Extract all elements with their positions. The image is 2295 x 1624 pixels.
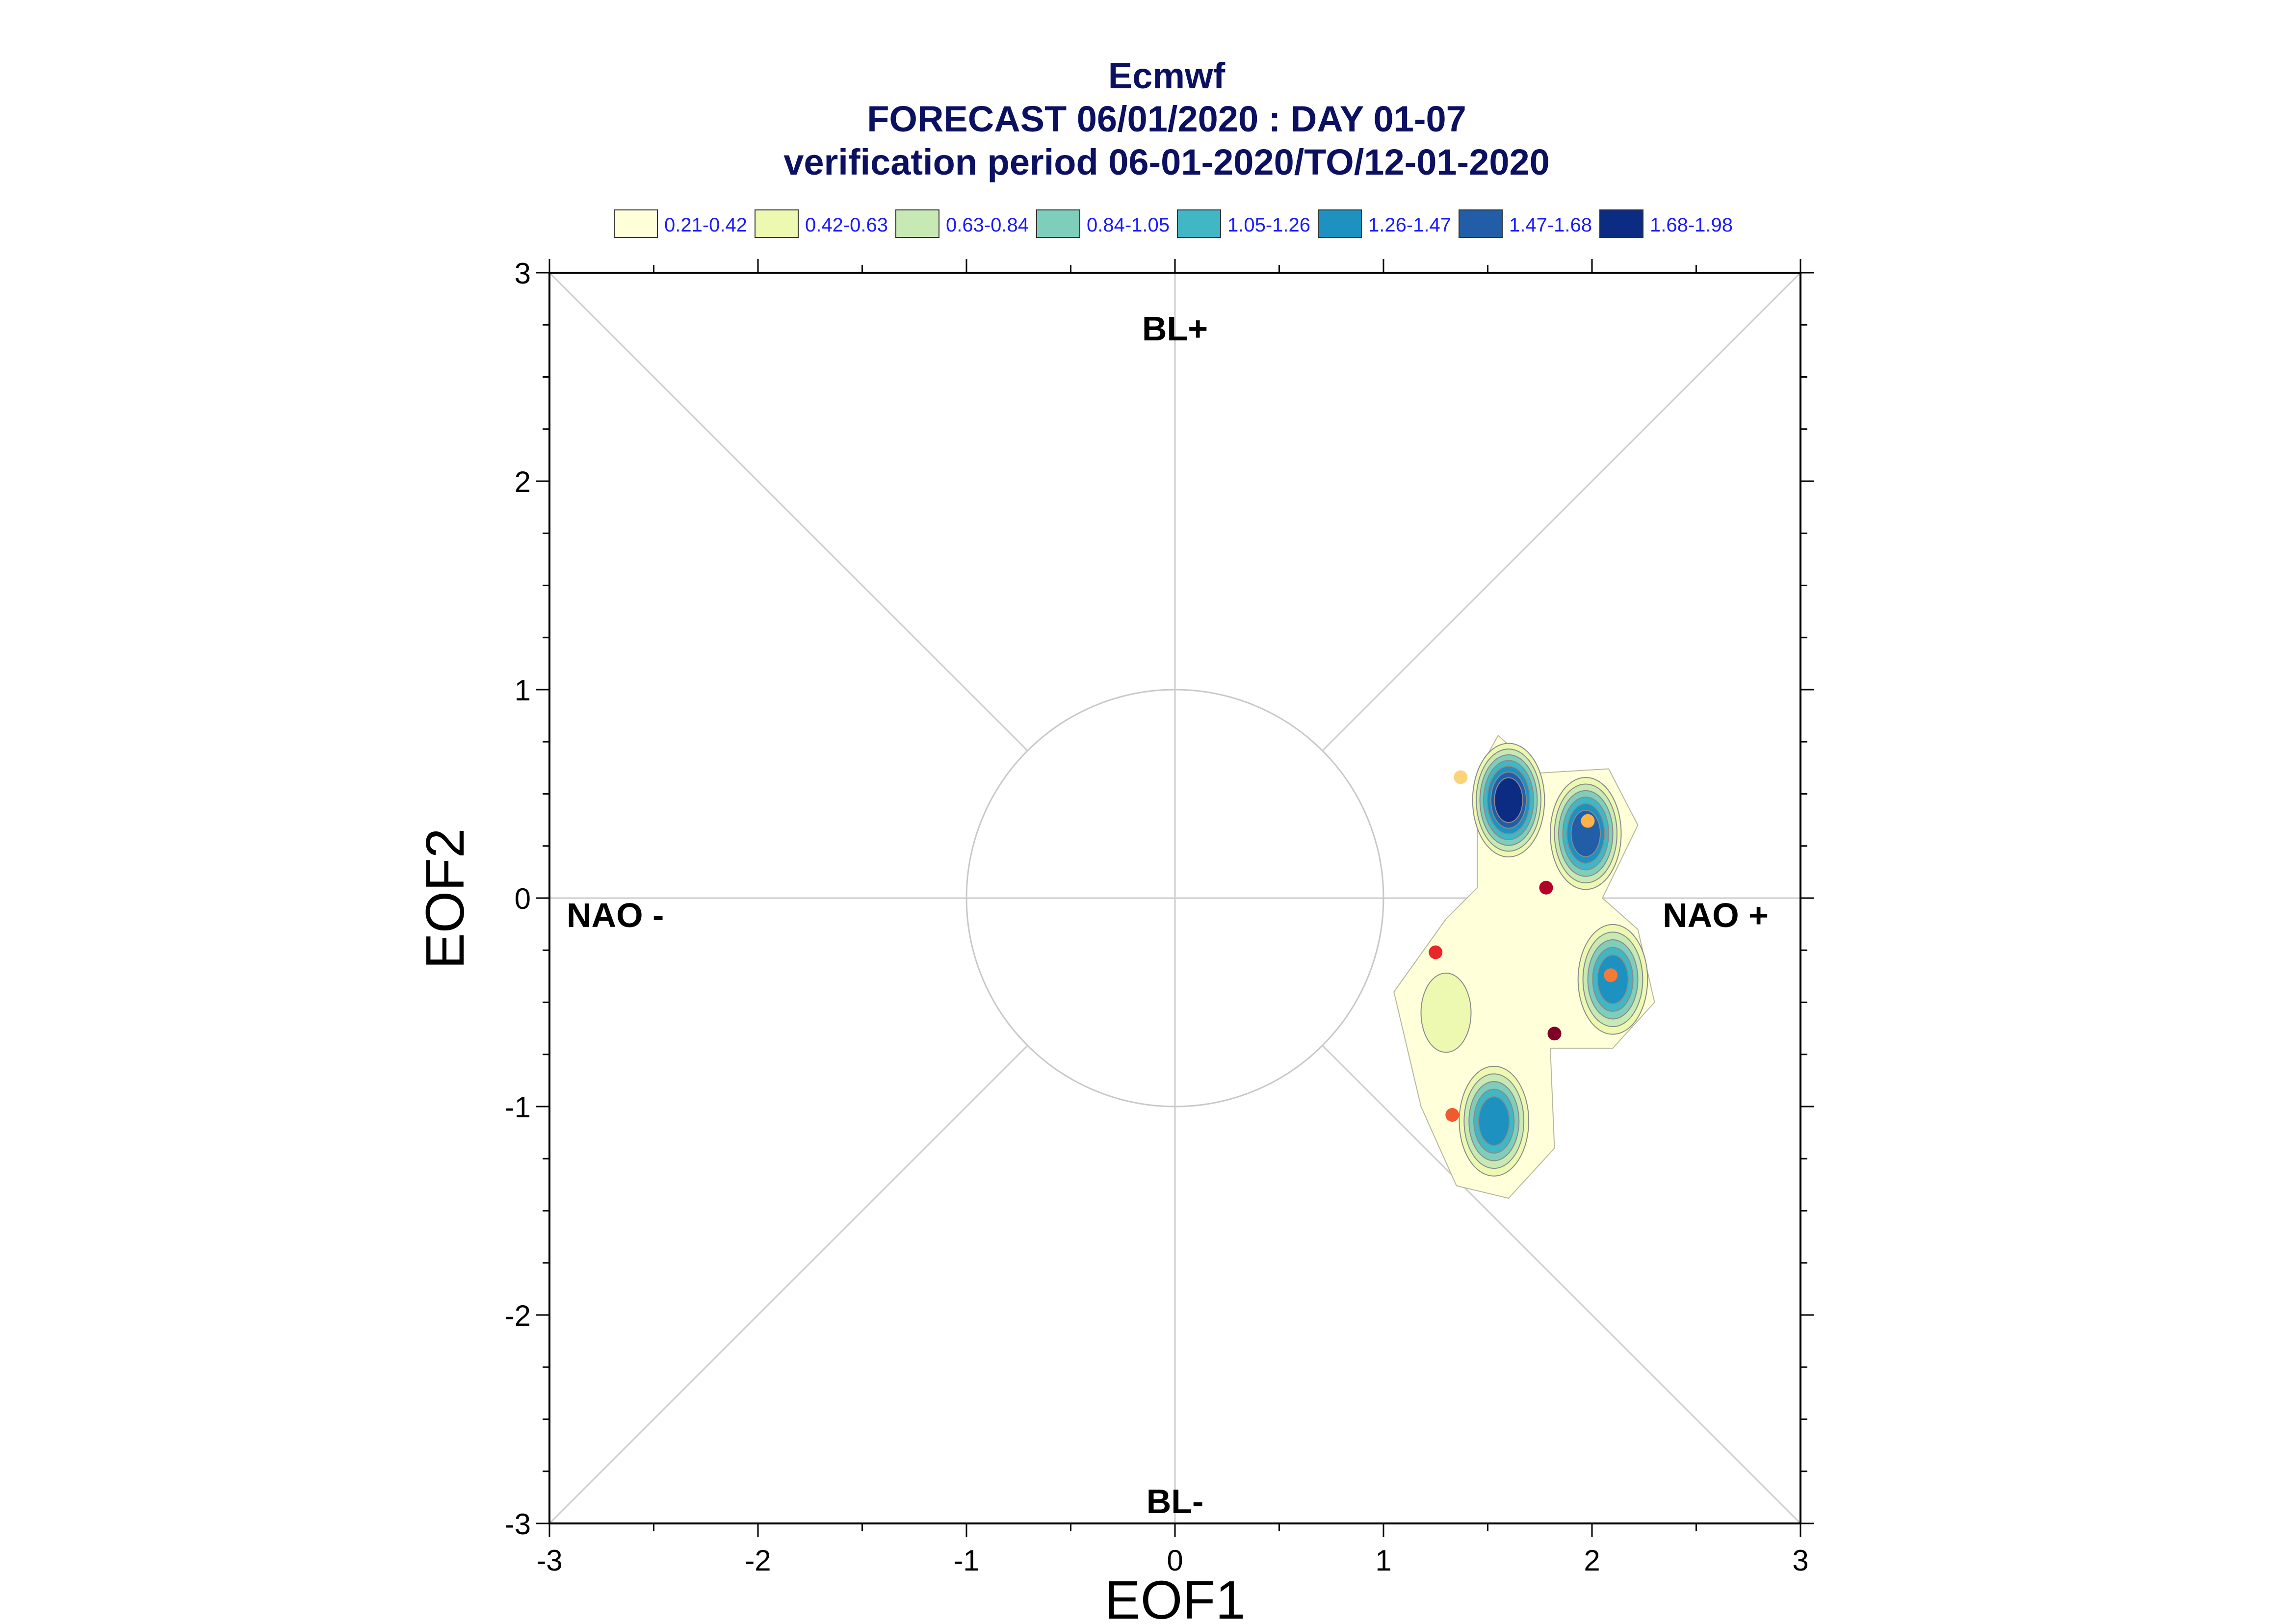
diagonal-line	[548, 1045, 1028, 1524]
region-label-nao-plus: NAO +	[1663, 896, 1769, 934]
legend-swatch	[1318, 209, 1362, 238]
data-point	[1581, 814, 1595, 828]
chart-title: Ecmwf	[1108, 55, 1226, 96]
data-point	[1604, 968, 1618, 982]
legend-label: 1.05-1.26	[1227, 214, 1310, 236]
legend: 0.21-0.42 0.42-0.63 0.63-0.84 0.84-1.05 1.05…	[614, 209, 1733, 238]
density-contour	[1420, 973, 1472, 1053]
legend-label: 1.47-1.68	[1509, 214, 1592, 236]
diagonal-line	[1322, 1045, 1801, 1524]
x-tick-label: -1	[953, 1544, 979, 1577]
y-tick-label: 2	[515, 465, 531, 498]
y-axis-title: EOF2	[415, 828, 475, 969]
legend-label: 0.84-1.05	[1087, 214, 1170, 236]
guide-lines	[548, 272, 1801, 1524]
x-axis-title: EOF1	[1104, 1570, 1245, 1624]
chart-subtitle: FORECAST 06/01/2020 : DAY 01-07	[867, 99, 1466, 139]
ensemble-points	[1429, 770, 1618, 1122]
legend-swatch	[1036, 209, 1080, 238]
y-tick-label: -1	[505, 1091, 531, 1124]
legend-swatch	[1177, 209, 1221, 238]
legend-swatch	[1459, 209, 1503, 238]
y-tick-label: 1	[515, 674, 531, 707]
x-tick-label: 1	[1375, 1544, 1391, 1577]
legend-swatch	[755, 209, 799, 238]
x-tick-label: -3	[536, 1544, 562, 1577]
y-tick-label: -3	[505, 1508, 531, 1541]
unit-circle	[965, 689, 1384, 1108]
data-point	[1429, 945, 1443, 959]
legend-label: 0.63-0.84	[946, 214, 1029, 236]
y-tick-label: -2	[505, 1299, 531, 1332]
x-tick-label: 3	[1792, 1544, 1808, 1577]
x-tick-label: 2	[1584, 1544, 1600, 1577]
region-label-bl-minus: BL-	[1147, 1482, 1204, 1521]
density-contour	[1478, 1096, 1510, 1146]
legend-swatch	[895, 209, 939, 238]
diagonal-line	[1322, 272, 1801, 751]
x-tick-label: -2	[745, 1544, 771, 1577]
density-contour	[1494, 777, 1523, 823]
legend-label: 1.68-1.98	[1650, 214, 1733, 236]
data-point	[1547, 1027, 1562, 1041]
region-label-nao-minus: NAO -	[567, 896, 664, 934]
legend-label: 0.21-0.42	[664, 214, 747, 236]
y-tick-label: 3	[515, 257, 531, 290]
data-point	[1454, 770, 1468, 784]
legend-swatch	[614, 209, 658, 238]
region-label-bl-plus: BL+	[1142, 309, 1208, 348]
x-tick-label: 0	[1167, 1544, 1183, 1577]
legend-label: 1.26-1.47	[1368, 214, 1451, 236]
legend-label: 0.42-0.63	[805, 214, 888, 236]
diagonal-line	[548, 272, 1028, 751]
data-point	[1539, 880, 1553, 895]
axis-ticks: -3 -2 -1 0 1 2 3 -3 -2 -1 0 1 2 3	[505, 257, 1814, 1577]
y-tick-label: 0	[515, 882, 531, 915]
density-contours	[1393, 735, 1655, 1199]
data-point	[1445, 1108, 1460, 1122]
legend-swatch	[1599, 209, 1643, 238]
chart-subtitle-2: verification period 06-01-2020/TO/12-01-…	[783, 142, 1550, 182]
